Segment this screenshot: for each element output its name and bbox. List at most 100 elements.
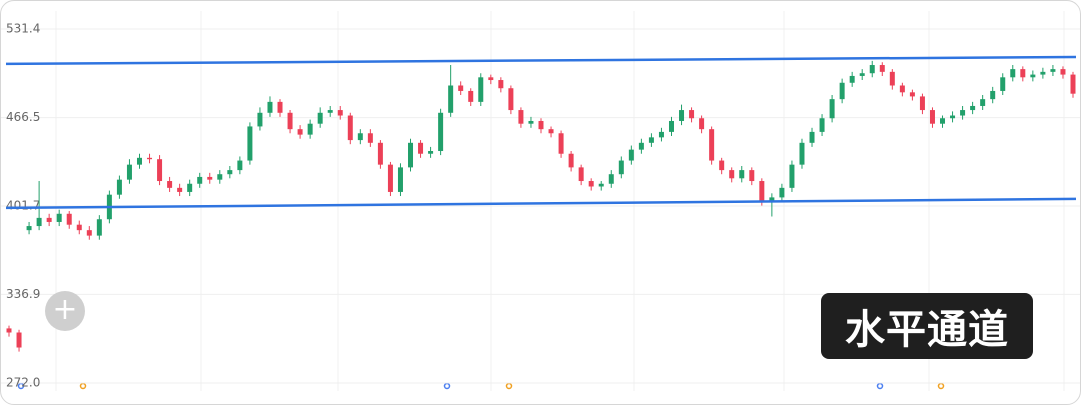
event-markers [17,382,945,390]
y-tick-label: 401.7 [6,199,40,213]
candle-body [628,149,634,161]
candle-body [498,80,504,89]
candle-body [287,112,293,130]
candle-body [879,65,885,72]
candle-body [990,90,996,100]
candle-body [769,197,775,202]
candle-body [307,123,313,135]
candle-body [779,187,785,198]
add-button[interactable]: + [45,291,85,331]
y-tick-label: 336.9 [6,287,40,301]
candle-body [578,167,584,182]
candle-body [950,115,956,119]
y-tick-label: 272.0 [6,376,40,390]
candle-body [247,126,253,161]
candle-body [960,110,966,116]
candle-body [538,120,544,130]
candle-body [809,131,815,143]
candle-body [819,118,825,132]
candle-body [1040,71,1046,75]
candle-body [76,224,82,231]
candle-body [759,181,765,202]
candle-body [789,164,795,188]
candle-body [859,73,865,76]
candle-body [518,110,524,124]
candle-body [940,118,946,124]
candle-body [56,213,62,222]
annotation-badge: 水平通道 [821,293,1033,359]
candle-body [548,129,554,134]
candle-body [668,120,674,132]
candle-body [116,179,122,195]
candle-body [66,213,72,225]
candle-body [588,181,594,187]
candle-body [86,230,92,236]
candle-body [829,99,835,119]
candle-body [387,164,393,192]
candle-body [528,120,534,124]
candle-body [157,159,163,182]
candle-body [297,129,303,135]
candle-body [558,133,564,154]
y-tick-label: 531.4 [6,22,40,36]
candle-body [377,142,383,165]
candle-body [197,176,203,184]
candle-body [919,96,925,111]
candle-body [598,183,604,187]
candle-body [1070,74,1076,94]
candle-body [177,187,183,192]
candle-body [508,88,514,111]
candle-body [6,328,12,333]
candle-body [357,133,363,141]
candle-body [36,217,42,227]
candle-body [729,170,735,179]
candle-body [277,101,283,113]
candle-body [217,174,223,180]
candle-body [448,85,454,113]
candle-body [136,157,142,165]
candle-body [227,170,233,175]
candle-body [478,77,484,102]
candle-body [237,160,243,171]
channel-line [5,197,1077,210]
candle-body [689,110,695,119]
candle-body [207,176,213,180]
candle-body [397,167,403,192]
candle-body [648,137,654,143]
candle-body [719,160,725,171]
candle-body [709,129,715,161]
candle-body [408,142,414,168]
candle-body [618,160,624,175]
candle-body [1000,77,1006,91]
candle-body [16,332,22,348]
candle-body [347,115,353,141]
candle-body [980,99,986,106]
candle-body [418,142,424,154]
candle-body [488,77,494,81]
candle-body [849,75,855,83]
candle-body [367,133,373,143]
candle-body [970,105,976,111]
candle-body [337,110,343,116]
candle-body [267,101,273,113]
candle-body [929,110,935,124]
candle-body [608,174,614,184]
candle-body [96,219,102,236]
candle-body [1050,69,1056,72]
candle-body [899,85,905,93]
candle-body [428,151,434,154]
candle-body [839,82,845,100]
candle-body [147,157,153,160]
candle-body [1020,69,1026,78]
candle-body [257,112,263,127]
y-tick-label: 466.5 [6,110,40,124]
candle-body [889,71,895,86]
candle-body [317,112,323,124]
candle-body [869,65,875,74]
channel-line [5,55,1077,66]
candle-body [739,170,745,179]
candle-body [26,226,32,231]
candle-body [167,181,173,188]
candle-body [1060,69,1066,75]
